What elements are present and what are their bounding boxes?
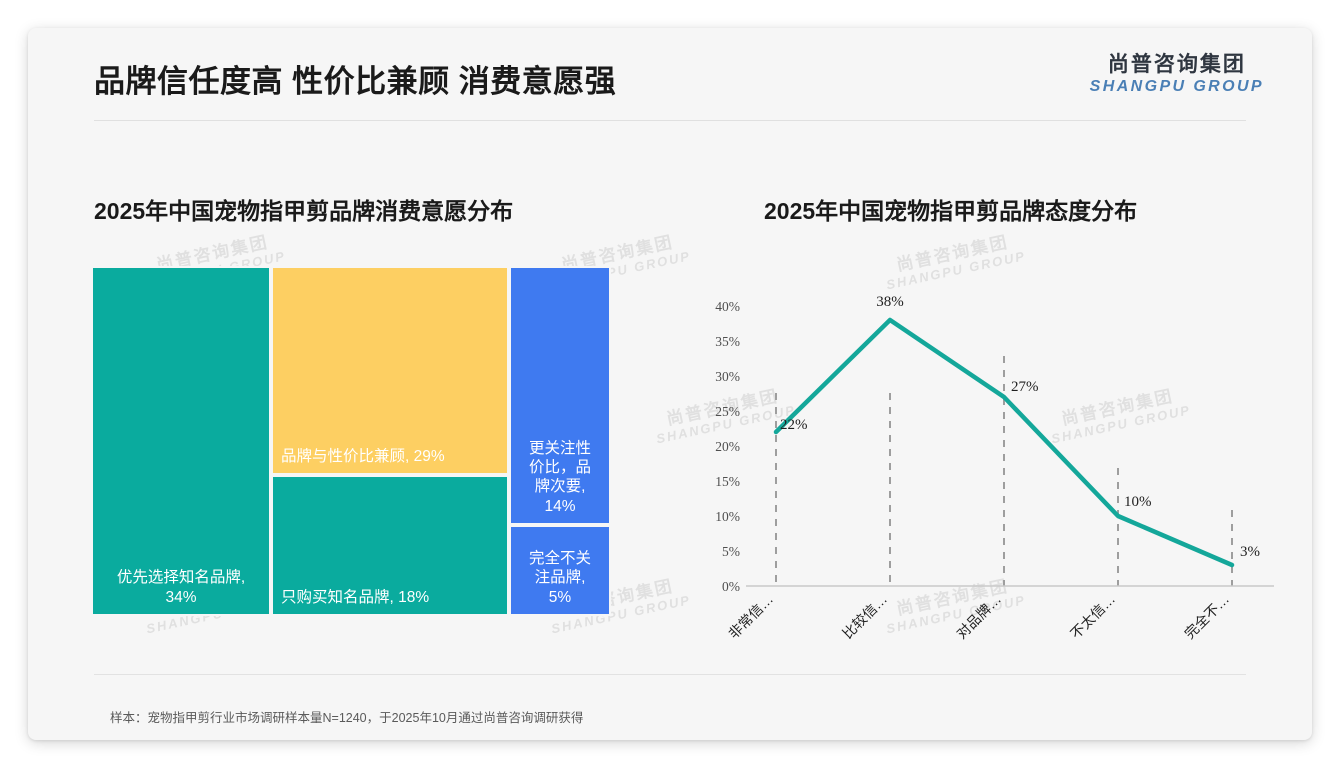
data-label: 22%	[780, 417, 808, 433]
treemap-cell[interactable]: 更关注性 价比，品 牌次要, 14%	[509, 266, 611, 525]
data-series-line[interactable]	[773, 317, 1235, 568]
footnote: 样本：宠物指甲剪行业市场调研样本量N=1240，于2025年10月通过尚普咨询调…	[110, 711, 584, 725]
line-chart: 40% 35% 30% 25% 20% 15% 10% 5% 0% 22% 38…	[678, 278, 1278, 678]
y-tick-label: 15%	[715, 474, 740, 489]
treemap-cell-label: 更关注性 价比，品 牌次要, 14%	[528, 439, 591, 515]
y-tick-label: 5%	[722, 544, 740, 559]
brand-logo-cn: 尚普咨询集团	[1107, 53, 1246, 76]
data-label: 10%	[1124, 494, 1152, 510]
y-tick-label: 0%	[722, 579, 740, 594]
treemap-cell[interactable]: 只购买知名品牌, 18%	[271, 475, 509, 616]
footnote-divider	[94, 674, 1246, 675]
watermark-cn: 尚普咨询集团	[894, 232, 1011, 275]
x-tick-label: 完全不…	[1181, 591, 1232, 642]
x-tick-label: 非常信…	[725, 591, 776, 642]
y-tick-label: 40%	[715, 299, 740, 314]
slide-card: 品牌信任度高 性价比兼顾 消费意愿强 尚普咨询集团 SHANGPU GROUP …	[28, 28, 1312, 740]
treemap-cell[interactable]: 完全不关 注品牌, 5%	[509, 525, 611, 616]
page-title: 品牌信任度高 性价比兼顾 消费意愿强	[94, 64, 617, 99]
x-tick-label: 对品牌…	[953, 591, 1004, 642]
left-chart-title: 2025年中国宠物指甲剪品牌消费意愿分布	[94, 198, 514, 224]
right-chart-title: 2025年中国宠物指甲剪品牌态度分布	[764, 198, 1138, 224]
y-tick-label: 20%	[715, 439, 740, 454]
y-tick-label: 10%	[715, 509, 740, 524]
treemap-cell-label: 优先选择知名品牌, 34%	[116, 569, 246, 606]
slide-header: 品牌信任度高 性价比兼顾 消费意愿强 尚普咨询集团 SHANGPU GROUP	[28, 28, 1312, 121]
data-label: 27%	[1011, 379, 1039, 395]
treemap-cell-label: 完全不关 注品牌, 5%	[528, 549, 591, 606]
y-tick-label: 30%	[715, 369, 740, 384]
treemap-chart: 优先选择知名品牌, 34% 品牌与性价比兼顾, 29% 只购买知名品牌, 18%…	[91, 266, 611, 616]
line-chart-svg: 40% 35% 30% 25% 20% 15% 10% 5% 0% 22% 38…	[715, 294, 1274, 642]
data-label: 38%	[876, 294, 904, 310]
brand-logo: 尚普咨询集团 SHANGPU GROUP	[1090, 54, 1264, 95]
header-divider	[94, 120, 1246, 121]
brand-logo-en: SHANGPU GROUP	[1089, 78, 1264, 95]
y-tick-label: 35%	[715, 334, 740, 349]
data-label: 3%	[1240, 544, 1260, 560]
treemap-cell[interactable]: 优先选择知名品牌, 34%	[91, 266, 271, 616]
x-tick-label: 比较信…	[839, 591, 890, 642]
treemap-cell-label: 品牌与性价比兼顾, 29%	[281, 447, 445, 465]
y-tick-label: 25%	[715, 404, 740, 419]
x-tick-label: 不太信…	[1067, 591, 1118, 642]
treemap-cell[interactable]: 品牌与性价比兼顾, 29%	[271, 266, 509, 475]
treemap-cell-label: 只购买知名品牌, 18%	[281, 588, 430, 606]
